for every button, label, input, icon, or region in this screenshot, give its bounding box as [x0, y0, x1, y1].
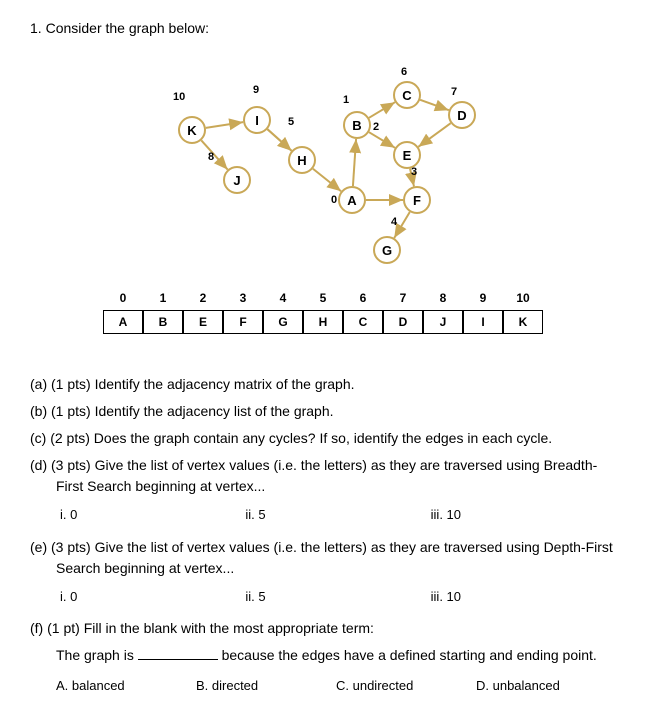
index-cell: 10 [503, 286, 543, 310]
edge-label: 3 [411, 166, 417, 178]
part-label: (f) [30, 620, 43, 636]
subpart-e-iii: iii. 10 [431, 587, 616, 607]
graph-node-k: K [178, 116, 206, 144]
graph-node-d: D [448, 101, 476, 129]
graph-node-g: G [373, 236, 401, 264]
index-cell: 9 [463, 286, 503, 310]
part-pts: (1 pts) [51, 376, 91, 392]
choice-b: B. directed [196, 676, 336, 696]
part-f: (f) (1 pt) Fill in the blank with the mo… [30, 618, 616, 639]
index-cell: 0 [103, 286, 143, 310]
edge-label: 4 [391, 216, 397, 228]
index-cell: 2 [183, 286, 223, 310]
graph-diagram: K I J HBCDEA FG 10 9 8 5 1 6 7 2 0 3 4 [83, 56, 563, 276]
part-pts: (2 pts) [50, 430, 90, 446]
value-cell: I [463, 310, 503, 334]
part-e: (e) (3 pts) Give the list of vertex valu… [30, 537, 616, 579]
question-prompt: Consider the graph below: [46, 20, 209, 36]
value-cell: C [343, 310, 383, 334]
edge-label: 1 [343, 94, 349, 106]
value-cell: E [183, 310, 223, 334]
index-cell: 5 [303, 286, 343, 310]
edge-label: 9 [253, 84, 259, 96]
edge-label: 6 [401, 66, 407, 78]
index-cell: 1 [143, 286, 183, 310]
part-f-sentence: The graph is because the edges have a de… [56, 645, 616, 666]
index-row-indices: 012345678910 [30, 286, 616, 310]
part-text: Identify the adjacency matrix of the gra… [95, 376, 355, 392]
edge-label: 0 [331, 194, 337, 206]
subpart-d-i: i. 0 [60, 505, 245, 525]
graph-node-j: J [223, 166, 251, 194]
question-header: 1. Consider the graph below: [30, 20, 616, 36]
part-text: Give the list of vertex values (i.e. the… [56, 539, 613, 576]
part-label: (b) [30, 403, 47, 419]
subpart-d-ii: ii. 5 [245, 505, 430, 525]
index-cell: 3 [223, 286, 263, 310]
subpart-e-ii: ii. 5 [245, 587, 430, 607]
edge-label: 5 [288, 116, 294, 128]
index-table: 012345678910 ABEFGHCDJIK [30, 286, 616, 334]
part-pts: (3 pts) [51, 539, 91, 555]
graph-node-e: E [393, 141, 421, 169]
part-pts: (1 pts) [51, 403, 91, 419]
value-cell: H [303, 310, 343, 334]
fill-before: The graph is [56, 647, 138, 663]
index-row-values: ABEFGHCDJIK [30, 310, 616, 334]
graph-node-b: B [343, 111, 371, 139]
part-e-subparts: i. 0 ii. 5 iii. 10 [60, 587, 616, 607]
choice-a: A. balanced [56, 676, 196, 696]
part-f-choices: A. balanced B. directed C. undirected D.… [56, 676, 616, 696]
edge-label: 7 [451, 86, 457, 98]
value-cell: J [423, 310, 463, 334]
question-parts: (a) (1 pts) Identify the adjacency matri… [30, 374, 616, 696]
edge-label: 10 [173, 91, 185, 103]
value-cell: F [223, 310, 263, 334]
part-b: (b) (1 pts) Identify the adjacency list … [30, 401, 616, 422]
blank-line [138, 647, 218, 660]
value-cell: G [263, 310, 303, 334]
subpart-d-iii: iii. 10 [431, 505, 616, 525]
part-text: Give the list of vertex values (i.e. the… [56, 457, 597, 494]
subpart-e-i: i. 0 [60, 587, 245, 607]
part-text: Identify the adjacency list of the graph… [95, 403, 334, 419]
index-cell: 6 [343, 286, 383, 310]
choice-c: C. undirected [336, 676, 476, 696]
index-cell: 8 [423, 286, 463, 310]
part-pts: (1 pt) [47, 620, 80, 636]
graph-node-i: I [243, 106, 271, 134]
part-label: (a) [30, 376, 47, 392]
graph-node-f: F [403, 186, 431, 214]
edge-label: 8 [208, 151, 214, 163]
part-a: (a) (1 pts) Identify the adjacency matri… [30, 374, 616, 395]
graph-node-a: A [338, 186, 366, 214]
part-text: Does the graph contain any cycles? If so… [94, 430, 552, 446]
part-d: (d) (3 pts) Give the list of vertex valu… [30, 455, 616, 497]
part-label: (e) [30, 539, 47, 555]
value-cell: D [383, 310, 423, 334]
index-cell: 7 [383, 286, 423, 310]
value-cell: B [143, 310, 183, 334]
part-text: Fill in the blank with the most appropri… [84, 620, 374, 636]
graph-node-h: H [288, 146, 316, 174]
part-label: (d) [30, 457, 47, 473]
question-number: 1. [30, 20, 42, 36]
part-label: (c) [30, 430, 46, 446]
graph-node-c: C [393, 81, 421, 109]
part-pts: (3 pts) [51, 457, 91, 473]
choice-d: D. unbalanced [476, 676, 616, 696]
graph-edges-svg [83, 56, 563, 276]
part-c: (c) (2 pts) Does the graph contain any c… [30, 428, 616, 449]
part-d-subparts: i. 0 ii. 5 iii. 10 [60, 505, 616, 525]
fill-after: because the edges have a defined startin… [218, 647, 597, 663]
index-cell: 4 [263, 286, 303, 310]
edge-label: 2 [373, 121, 379, 133]
value-cell: K [503, 310, 543, 334]
value-cell: A [103, 310, 143, 334]
